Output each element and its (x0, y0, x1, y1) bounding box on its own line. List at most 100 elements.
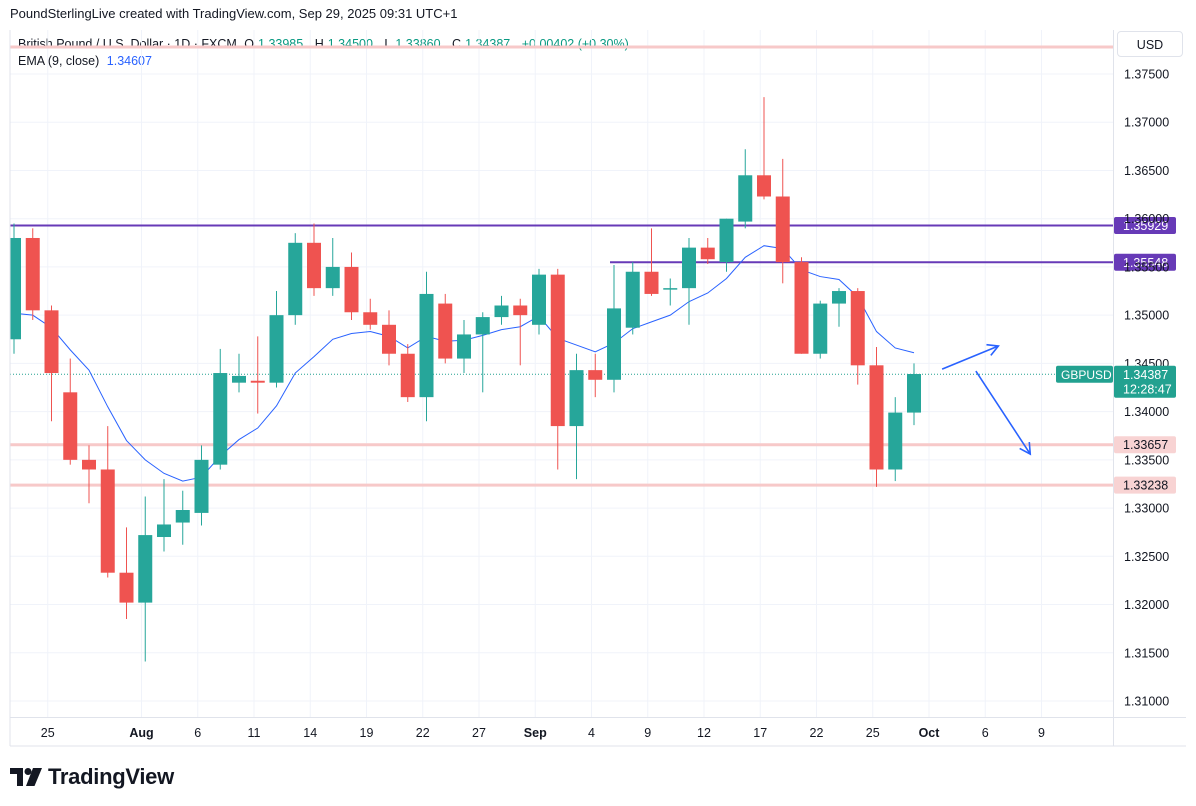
axes-layer: 1.37500 1.37000 1.36500 1.36000 1.35500 1.350… (9, 30, 1186, 747)
y-tick-label: 1.31500 (1124, 646, 1169, 660)
currency-button[interactable]: USD (1117, 31, 1183, 57)
candle-body (213, 373, 228, 465)
x-tick-label: 22 (810, 726, 824, 740)
projection-arrow-up (941, 345, 999, 370)
candle-body (607, 308, 621, 380)
candle-body (757, 175, 771, 197)
candle-body (850, 291, 865, 366)
candle-body (907, 373, 921, 413)
candle-body (588, 370, 603, 380)
candle-body (250, 380, 265, 383)
legend-ema-row: EMA (9, close) 1.34607 (18, 53, 633, 70)
level-tag (1114, 253, 1176, 271)
candle-body (775, 196, 790, 263)
candle-body (63, 392, 78, 460)
candle-body (100, 469, 115, 573)
projection-arrowhead-down (1019, 442, 1032, 456)
x-tick-label: 25 (41, 726, 55, 740)
candle-body (532, 274, 546, 325)
horizontal-levels: 1.35929 1.35548 1.33657 1.33238 (10, 45, 1176, 494)
symbol-tag (1056, 365, 1113, 383)
candle-body (513, 305, 528, 316)
candle-body (382, 324, 396, 354)
candle-body (325, 266, 340, 289)
candle-body (550, 274, 565, 427)
x-tick-label: 6 (982, 726, 989, 740)
legend-ema-value: 1.34607 (106, 54, 152, 68)
candle-body (157, 524, 171, 538)
candle-body (494, 305, 509, 318)
candle-body (888, 412, 903, 470)
y-tick-label: 1.33000 (1124, 502, 1169, 516)
candle-body (738, 175, 753, 222)
x-tick-label: 27 (472, 726, 486, 740)
candle-body (419, 293, 434, 398)
candle-body (663, 288, 678, 290)
legend-ema-label[interactable]: EMA (9, close) (18, 54, 100, 68)
candles-layer (10, 97, 921, 662)
candle-body (269, 315, 284, 383)
candle-body (700, 247, 715, 260)
candle-body (307, 242, 321, 289)
y-tick-label: 1.32500 (1124, 550, 1169, 564)
x-tick-label: 19 (360, 726, 374, 740)
y-tick-label: 1.31000 (1124, 695, 1169, 709)
tradingview-logo[interactable]: TradingView (10, 764, 174, 790)
projection-arrow-down (975, 370, 1031, 455)
candle-body (119, 572, 134, 603)
y-tick-label: 1.32000 (1124, 598, 1169, 612)
candle-body (194, 459, 209, 513)
candle-body (794, 262, 809, 354)
candle-body (813, 303, 828, 354)
legend-open-label: O (244, 37, 255, 51)
bar-countdown: 12:28:47 (1123, 382, 1172, 396)
current-price-value: 1.34387 (1123, 368, 1168, 382)
x-tick-label: 12 (697, 726, 711, 740)
x-tick-label: 25 (866, 726, 880, 740)
level-tag (1114, 217, 1176, 235)
x-tick-label: 9 (644, 726, 651, 740)
y-tick-label: 1.35000 (1124, 309, 1169, 323)
x-tick-label: 4 (588, 726, 595, 740)
candle-body (288, 242, 303, 316)
x-tick-label: 6 (194, 726, 201, 740)
legend-high-label: H (314, 37, 324, 51)
projection-arrowhead-up (986, 343, 1000, 356)
y-tick-label: 1.36500 (1124, 164, 1169, 178)
x-tick-label: 22 (416, 726, 430, 740)
candle-body (457, 334, 471, 359)
level-tag-label: 1.33238 (1123, 479, 1168, 493)
candle-body (232, 375, 246, 383)
candle-body (644, 271, 659, 294)
y-tick-label: 1.36000 (1124, 212, 1169, 226)
x-tick-label: 9 (1038, 726, 1045, 740)
legend-close-label: C (452, 37, 462, 51)
candle-body (682, 247, 696, 289)
y-tick-label: 1.35500 (1124, 260, 1169, 274)
level-tag-label: 1.35929 (1123, 219, 1168, 233)
y-tick-label: 1.37500 (1124, 68, 1169, 82)
level-tag-label: 1.35548 (1123, 256, 1168, 270)
candle-body (719, 218, 734, 263)
candle-body (400, 353, 415, 398)
candle-body (569, 370, 584, 427)
candle-body (10, 237, 21, 340)
candle-body (625, 271, 640, 328)
x-tick-label: 14 (303, 726, 317, 740)
y-tick-label: 1.33500 (1124, 453, 1169, 467)
level-tag-label: 1.33657 (1123, 438, 1168, 452)
candle-body (438, 303, 453, 359)
y-tick-label: 1.34000 (1124, 405, 1169, 419)
candle-body (25, 237, 40, 311)
symbol-tag-label: GBPUSD (1061, 368, 1112, 382)
candle-body (44, 310, 59, 374)
candle-body (344, 266, 359, 313)
candle-body (832, 291, 846, 304)
level-tag (1114, 436, 1176, 454)
x-tick-label: Aug (129, 726, 153, 740)
x-tick-label: Oct (919, 726, 941, 740)
candle-body (175, 510, 190, 523)
tradingview-logo-icon (10, 768, 42, 786)
candle-body (363, 312, 378, 325)
